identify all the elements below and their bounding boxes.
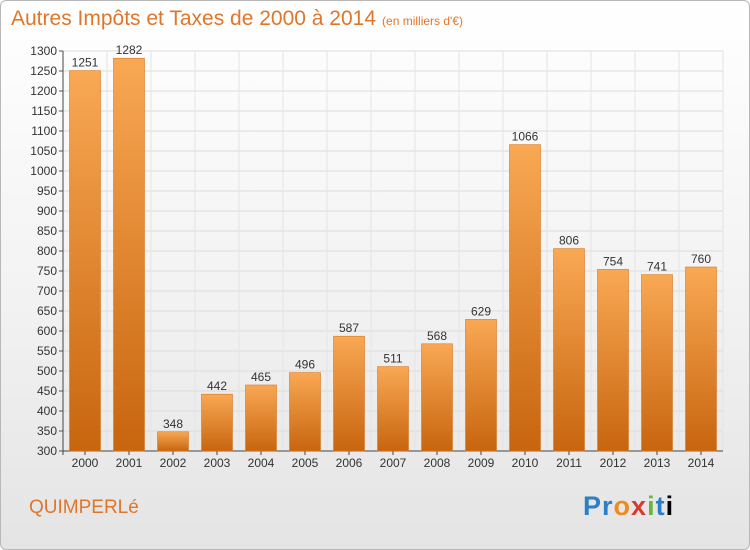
x-tick-label: 2002 <box>160 456 187 470</box>
bar-2001 <box>113 57 145 452</box>
bar-2005 <box>289 372 321 452</box>
bar-2013 <box>641 274 673 452</box>
x-tick-label: 2010 <box>512 456 539 470</box>
labels: 1251 1282 348 442 465 496 587 511 568 629 1066 806 7… <box>72 43 712 431</box>
y-tick-label: 750 <box>37 264 57 278</box>
y-tick-label: 900 <box>37 204 57 218</box>
y-tick-label: 550 <box>37 344 57 358</box>
bar-2010 <box>509 144 541 452</box>
y-tick-label: 1100 <box>31 124 57 138</box>
y-tick-label: 350 <box>37 424 57 438</box>
x-tick-label: 2001 <box>116 456 143 470</box>
axes: 300 350 400 450 500 550 600 650 700 750 800 850 900 9… <box>30 44 723 470</box>
x-tick-label: 2007 <box>380 456 407 470</box>
y-tick-label: 1000 <box>30 164 57 178</box>
x-tick-label: 2012 <box>600 456 627 470</box>
y-tick-label: 950 <box>37 184 57 198</box>
bar-2012 <box>597 269 629 452</box>
bar-2011 <box>553 248 585 452</box>
bar-2004 <box>245 384 277 452</box>
y-tick-label: 1050 <box>30 144 57 158</box>
bar-2000 <box>69 70 101 452</box>
data-label: 568 <box>427 329 447 343</box>
data-label: 348 <box>163 417 183 431</box>
y-tick-label: 450 <box>37 384 57 398</box>
y-tick-label: 1200 <box>30 84 57 98</box>
x-tick-label: 2000 <box>72 456 99 470</box>
data-label: 754 <box>603 254 623 268</box>
bar-2014 <box>685 266 717 452</box>
data-label: 741 <box>647 260 667 274</box>
y-tick-label: 1150 <box>31 104 57 118</box>
bar-2002 <box>157 431 189 452</box>
chart-title: Autres Impôts et Taxes de 2000 à 2014 (en… <box>11 7 463 31</box>
x-tick-label: 2005 <box>292 456 319 470</box>
bar-2008 <box>421 343 453 452</box>
x-tick-label: 2011 <box>556 456 582 470</box>
y-tick-label: 1250 <box>30 64 57 78</box>
data-label: 1066 <box>512 130 539 144</box>
data-label: 1251 <box>72 56 99 70</box>
y-tick-label: 650 <box>37 304 57 318</box>
data-label: 465 <box>251 370 271 384</box>
data-label: 496 <box>295 358 315 372</box>
data-label: 511 <box>383 352 402 366</box>
data-label: 587 <box>339 321 359 335</box>
chart-subtitle: (en milliers d'€) <box>382 14 464 28</box>
data-label: 1282 <box>116 43 143 57</box>
x-tick-label: 2013 <box>644 456 671 470</box>
data-label: 806 <box>559 234 579 248</box>
y-tick-label: 300 <box>37 444 57 458</box>
city-name: QUIMPERLé <box>29 497 139 518</box>
data-label: 442 <box>207 379 227 393</box>
brand-logo: Proxiti <box>583 491 675 521</box>
bar-2007 <box>377 366 409 452</box>
x-tick-label: 2006 <box>336 456 363 470</box>
bars <box>69 57 717 452</box>
y-tick-label: 400 <box>37 404 57 418</box>
y-tick-label: 850 <box>37 224 57 238</box>
bar-2009 <box>465 319 497 452</box>
data-label: 760 <box>691 252 711 266</box>
x-tick-label: 2009 <box>468 456 495 470</box>
y-tick-label: 600 <box>37 324 57 338</box>
bar-2003 <box>201 393 233 452</box>
x-tick-label: 2003 <box>204 456 231 470</box>
bar-2006 <box>333 335 365 452</box>
x-tick-label: 2014 <box>688 456 715 470</box>
chart-title-text: Autres Impôts et Taxes de 2000 à 2014 <box>11 7 377 30</box>
x-tick-label: 2008 <box>424 456 451 470</box>
y-tick-label: 500 <box>37 364 57 378</box>
x-tick-label: 2004 <box>248 456 275 470</box>
y-tick-label: 800 <box>37 244 57 258</box>
y-tick-label: 1300 <box>30 44 57 58</box>
data-label: 629 <box>471 304 491 318</box>
y-tick-label: 700 <box>37 284 57 298</box>
